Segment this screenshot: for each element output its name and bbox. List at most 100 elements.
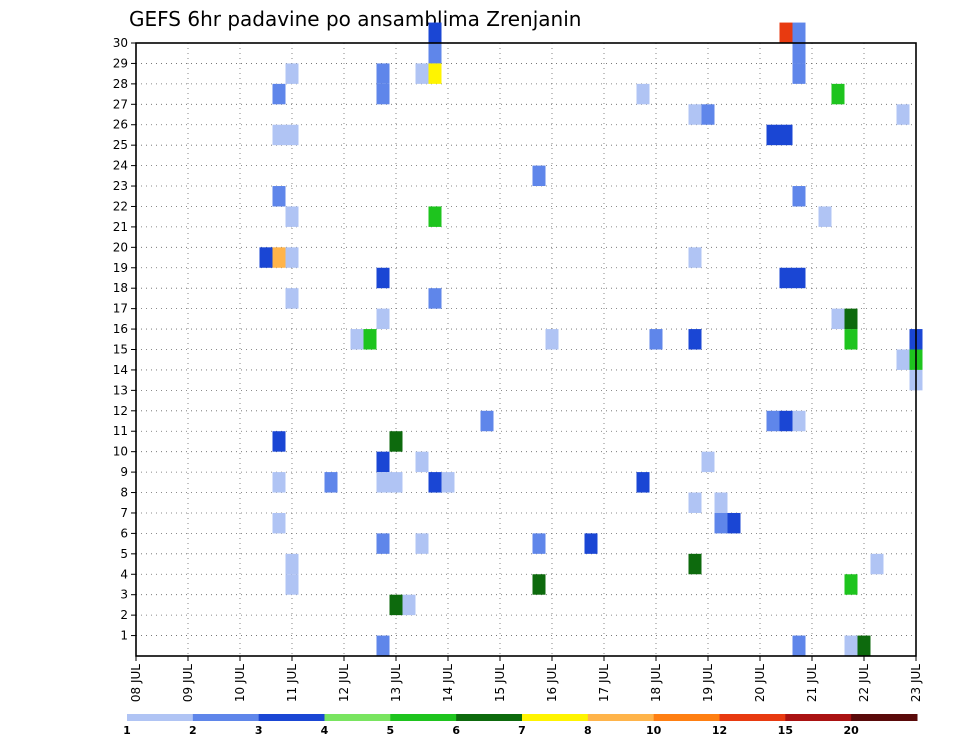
ensemble-cell (389, 472, 403, 493)
colorbar-swatch (587, 714, 655, 721)
ensemble-cell (285, 206, 299, 227)
colorbar-label: 2 (189, 724, 197, 737)
colorbar-label: 8 (584, 724, 592, 737)
ensemble-cell (285, 63, 299, 84)
ensemble-cell (324, 472, 338, 493)
ensemble-cell (688, 104, 702, 125)
x-tick-label: 21 JUL (805, 664, 819, 702)
ensemble-cell (792, 186, 806, 207)
colorbar-label: 15 (778, 724, 793, 737)
ensemble-cell (285, 574, 299, 595)
ensemble-cell (376, 83, 390, 105)
ensemble-cells (259, 22, 923, 656)
ensemble-cell (701, 104, 715, 125)
colorbar-swatch (719, 714, 786, 721)
ensemble-cell (428, 63, 442, 84)
ensemble-cell (402, 594, 416, 616)
ensemble-cell (480, 410, 494, 432)
y-tick-label: 17 (113, 302, 128, 316)
ensemble-cell (896, 349, 910, 370)
y-tick-label: 11 (113, 424, 128, 438)
y-tick-label: 18 (113, 281, 128, 295)
ensemble-cell (727, 512, 741, 534)
ensemble-cell (272, 186, 286, 207)
colorbar-label: 4 (321, 724, 329, 737)
ensemble-cell (532, 165, 546, 187)
colorbar-swatch (192, 714, 260, 721)
colorbar-label: 5 (387, 724, 395, 737)
colorbar-label: 3 (255, 724, 263, 737)
ensemble-cell (792, 22, 806, 43)
x-axis-ticks: 08 JUL 09 JUL 10 JUL 11 JUL 12 JUL 13 JUL 14 J… (129, 656, 923, 702)
ensemble-cell (376, 308, 390, 330)
ensemble-cell (701, 451, 715, 473)
ensemble-cell (415, 63, 429, 84)
ensemble-cell (285, 124, 299, 146)
colorbar-swatch (390, 714, 457, 721)
ensemble-cell (389, 431, 403, 452)
ensemble-cell (363, 329, 377, 350)
y-tick-label: 7 (120, 506, 128, 520)
y-tick-label: 15 (113, 343, 128, 357)
x-tick-label: 10 JUL (233, 664, 247, 702)
ensemble-cell (285, 247, 299, 268)
ensemble-cell (818, 206, 832, 227)
y-tick-label: 28 (113, 77, 128, 91)
ensemble-cell (428, 472, 442, 493)
ensemble-cell (428, 43, 442, 64)
ensemble-cell (285, 553, 299, 575)
y-axis-ticks: 1234567891011121314151617181920212223242… (113, 36, 136, 643)
ensemble-cell (272, 472, 286, 493)
ensemble-cell (857, 635, 871, 656)
ensemble-cell (792, 410, 806, 432)
y-tick-label: 6 (120, 526, 128, 540)
y-tick-label: 30 (113, 36, 128, 50)
y-tick-label: 8 (120, 486, 128, 500)
y-tick-label: 12 (113, 404, 128, 418)
y-tick-label: 13 (113, 383, 128, 397)
ensemble-cell (714, 492, 728, 513)
colorbar-swatch (785, 714, 852, 721)
colorbar-swatch (522, 714, 589, 721)
ensemble-cell (766, 410, 780, 432)
x-tick-label: 23 JUL (909, 664, 923, 702)
ensemble-cell (831, 83, 845, 105)
ensemble-cell (376, 63, 390, 84)
ensemble-cell (285, 288, 299, 309)
ensemble-cell (688, 329, 702, 350)
x-tick-label: 11 JUL (285, 664, 299, 702)
colorbar-label: 10 (646, 724, 662, 737)
ensemble-cell (272, 124, 286, 146)
y-tick-label: 24 (113, 159, 128, 173)
x-tick-label: 13 JUL (389, 664, 403, 702)
x-tick-label: 16 JUL (545, 664, 559, 702)
ensemble-cell (545, 329, 559, 350)
ensemble-cell (870, 553, 884, 575)
x-tick-label: 22 JUL (857, 664, 871, 702)
x-tick-label: 09 JUL (181, 664, 195, 702)
x-tick-label: 19 JUL (701, 664, 715, 702)
y-tick-label: 22 (113, 199, 128, 213)
y-tick-label: 9 (120, 465, 128, 479)
ensemble-cell (779, 22, 793, 43)
y-tick-label: 14 (113, 363, 128, 377)
x-tick-label: 18 JUL (649, 664, 663, 702)
ensemble-cell (272, 247, 286, 268)
ensemble-cell (792, 267, 806, 289)
colorbar-label: 1 (123, 724, 131, 737)
ensemble-cell (896, 104, 910, 125)
colorbar-swatch (851, 714, 918, 721)
colorbar-swatch (127, 714, 194, 721)
ensemble-cell (415, 533, 429, 554)
y-tick-label: 29 (113, 56, 128, 70)
ensemble-cell (792, 63, 806, 84)
ensemble-cell (376, 472, 390, 493)
y-tick-label: 2 (120, 608, 128, 622)
x-tick-label: 17 JUL (597, 664, 611, 702)
ensemble-cell (272, 431, 286, 452)
grid-lines (135, 42, 917, 656)
ensemble-cell (831, 308, 845, 330)
y-tick-label: 20 (113, 240, 128, 254)
ensemble-cell (428, 22, 442, 43)
